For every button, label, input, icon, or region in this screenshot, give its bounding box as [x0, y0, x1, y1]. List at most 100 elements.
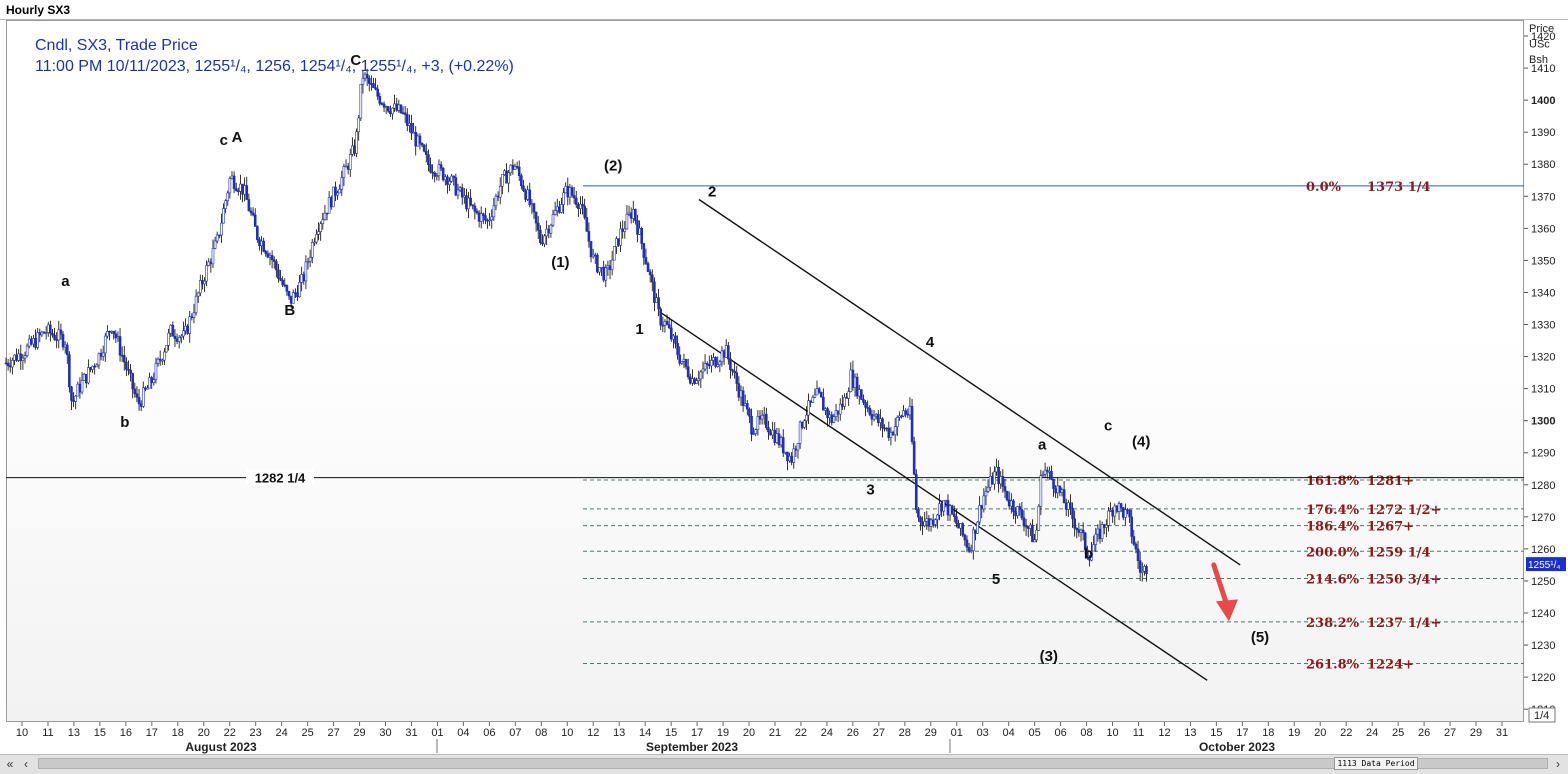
- candle-body: [338, 188, 341, 194]
- candle-body: [386, 106, 390, 112]
- candle-body: [125, 361, 128, 370]
- candle-body: [832, 416, 836, 423]
- chart-header: Cndl, SX3, Trade Price 11:00 PM 10/11/20…: [35, 35, 514, 77]
- candle-body: [931, 519, 935, 525]
- candle-body: [900, 415, 903, 418]
- candle-body: [874, 413, 878, 417]
- candle-body: [395, 103, 399, 111]
- window-title: Hourly SX3: [6, 3, 71, 17]
- x-tick-label: 22: [1340, 727, 1352, 739]
- candle-body: [813, 394, 817, 398]
- candle-body: [564, 186, 567, 194]
- candle-body: [950, 505, 954, 515]
- y-tick-label: 1330: [1531, 320, 1555, 332]
- candle-body: [1098, 528, 1102, 540]
- candle-body: [234, 188, 238, 191]
- candle-body: [836, 410, 840, 415]
- candle-body: [777, 433, 781, 446]
- candle-body: [1107, 510, 1110, 526]
- y-tick-label: 1270: [1531, 512, 1555, 524]
- candle-body: [974, 529, 977, 534]
- candle-body: [786, 451, 789, 462]
- candle-body: [348, 154, 352, 170]
- candle-body: [477, 212, 481, 222]
- candle-body: [11, 360, 14, 368]
- x-tick-label: 28: [899, 727, 911, 739]
- candle-body: [1081, 529, 1085, 534]
- candle-body: [591, 254, 595, 258]
- candle-body: [353, 145, 356, 154]
- candle-body: [1136, 548, 1140, 561]
- candle-body: [914, 473, 918, 510]
- candle-body: [991, 475, 994, 485]
- candle-body: [95, 364, 99, 368]
- candle-body: [63, 344, 67, 348]
- candle-body: [982, 495, 986, 510]
- candle-body: [325, 212, 329, 215]
- candle-body: [55, 339, 58, 341]
- candle-body: [122, 355, 126, 363]
- candle-body: [196, 292, 200, 297]
- scroll-to-start-icon[interactable]: «: [6, 757, 14, 771]
- wave-label: b: [120, 414, 129, 431]
- candle-body: [1035, 529, 1038, 541]
- candle-body: [237, 190, 240, 192]
- candle-body: [323, 212, 327, 221]
- x-tick-label: 06: [1054, 727, 1066, 739]
- candle-body: [940, 503, 943, 512]
- price-unit-label: Price: [1529, 23, 1554, 35]
- wave-label: (5): [1251, 629, 1269, 646]
- candle-body: [1073, 518, 1076, 529]
- time-axis[interactable]: [6, 722, 1524, 754]
- x-tick-label: 15: [94, 727, 106, 739]
- scroll-right-icon[interactable]: ›: [1556, 757, 1560, 771]
- candle-body: [686, 366, 690, 378]
- chart-plot-area[interactable]: [6, 20, 1524, 722]
- x-tick-label: 17: [146, 727, 158, 739]
- candle-body: [1010, 500, 1013, 507]
- candle-body: [479, 213, 483, 222]
- candle-body: [262, 240, 265, 252]
- y-tick-label: 1420: [1531, 31, 1555, 43]
- price-axis[interactable]: [1524, 20, 1568, 722]
- candle-body: [868, 407, 872, 415]
- candle-body: [357, 117, 361, 133]
- candle-body: [152, 379, 156, 383]
- candle-body: [885, 427, 889, 430]
- candle-body: [218, 234, 221, 237]
- candle-body: [657, 297, 660, 310]
- candle-body: [287, 291, 291, 297]
- candle-body: [49, 324, 52, 334]
- scroll-left-icon[interactable]: ‹: [24, 757, 28, 771]
- x-tick-label: 15: [665, 727, 677, 739]
- candle-body: [866, 407, 869, 409]
- candle-body: [306, 261, 310, 263]
- candle-body: [36, 332, 39, 348]
- candle-body: [653, 281, 656, 303]
- candle-body: [422, 144, 426, 152]
- candle-body: [1018, 506, 1022, 510]
- candle-body: [834, 410, 838, 417]
- candle-body: [412, 131, 415, 134]
- candle-body: [298, 281, 301, 298]
- x-tick-label: 22: [795, 727, 807, 739]
- candle-body: [27, 338, 31, 347]
- candle-body: [551, 214, 555, 226]
- candle-body: [313, 241, 316, 244]
- x-tick-label: 19: [1288, 727, 1300, 739]
- scroll-thumb[interactable]: [38, 758, 1548, 769]
- candle-body: [70, 386, 73, 401]
- candle-body: [843, 396, 846, 407]
- candle-body: [365, 73, 369, 79]
- candle-body: [967, 547, 971, 552]
- candle-body: [695, 380, 698, 384]
- x-tick-label: 16: [120, 727, 132, 739]
- candle-body: [716, 364, 720, 367]
- candle-body: [655, 297, 658, 303]
- wave-label: a: [61, 273, 70, 290]
- candle-body: [1143, 566, 1146, 572]
- candle-body: [1012, 500, 1015, 512]
- candle-body: [129, 369, 132, 374]
- candle-body: [332, 186, 335, 208]
- horizontal-scrollbar[interactable]: « ‹ 1113 Data Period ›: [0, 754, 1568, 774]
